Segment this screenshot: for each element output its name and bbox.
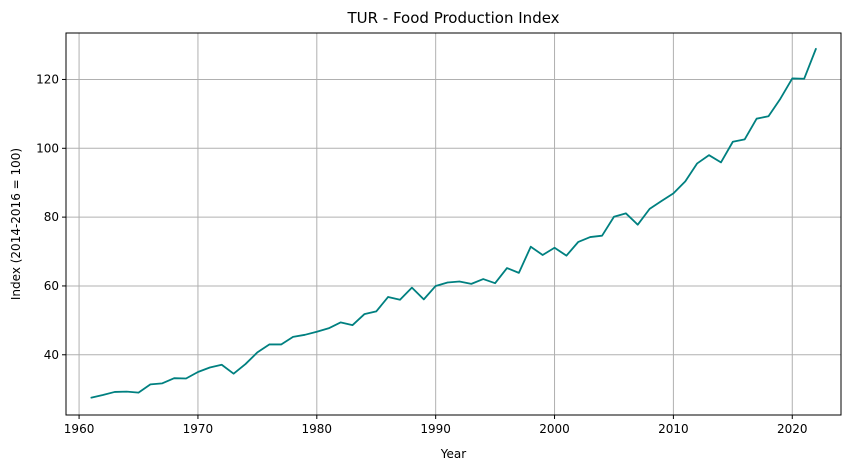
data-point <box>435 285 437 287</box>
data-point <box>185 377 187 380</box>
data-point <box>114 391 116 393</box>
data-point <box>815 47 817 50</box>
data-point <box>506 267 508 269</box>
data-point <box>292 336 294 338</box>
data-point <box>304 334 306 336</box>
data-point <box>232 373 235 375</box>
data-point <box>316 331 318 333</box>
y-axis-label: Index (2014-2016 = 100) <box>9 148 23 300</box>
data-point <box>613 216 615 218</box>
data-point <box>767 115 770 117</box>
data-point <box>708 154 710 156</box>
y-tick-label: 100 <box>36 141 59 155</box>
x-tick-label: 2010 <box>658 422 689 436</box>
data-point <box>423 298 425 300</box>
data-point <box>601 235 603 237</box>
data-point <box>553 247 556 249</box>
data-point <box>791 77 793 80</box>
data-point <box>637 224 639 226</box>
data-point <box>577 241 579 243</box>
ticks: 1960 1970 1980 1990 2000 2010 2020 40 60 80 100 120 <box>36 72 807 436</box>
x-tick-label: 1960 <box>64 422 95 436</box>
x-axis-label: Year <box>440 447 466 461</box>
data-point <box>732 141 734 143</box>
data-point <box>779 98 781 100</box>
data-point <box>470 283 472 285</box>
y-tick-label: 80 <box>44 210 59 224</box>
data-point <box>137 392 140 394</box>
chart-title: TUR - Food Production Index <box>346 9 559 27</box>
data-point <box>339 321 342 324</box>
data-point <box>375 310 377 313</box>
data-point <box>197 371 199 373</box>
data-point <box>399 299 401 301</box>
data-point <box>565 255 568 257</box>
data-point <box>542 254 544 256</box>
data-point <box>280 343 282 346</box>
data-point <box>720 161 722 163</box>
data-point <box>351 324 354 326</box>
grid <box>66 33 841 415</box>
data-point <box>126 390 128 393</box>
data-point <box>589 236 591 238</box>
data-point <box>244 363 247 365</box>
x-tick-label: 2020 <box>777 422 808 436</box>
data-point <box>387 296 389 298</box>
data-point <box>672 192 675 194</box>
data-point <box>173 377 175 379</box>
data-point <box>102 394 104 396</box>
data-point <box>209 366 211 369</box>
data-point <box>221 364 223 366</box>
data-point <box>684 180 686 182</box>
data-point <box>649 208 651 210</box>
plot-frame <box>65 32 842 416</box>
data-point <box>482 278 484 280</box>
data-point <box>256 351 258 353</box>
data-point <box>90 397 92 399</box>
x-tick-label: 2000 <box>539 422 570 436</box>
x-tick-label: 1990 <box>420 422 451 436</box>
data-point <box>161 382 163 384</box>
data-point <box>149 383 151 385</box>
data-point <box>411 287 413 289</box>
data-point <box>328 327 330 329</box>
data-point <box>494 282 496 284</box>
data-point <box>363 313 365 315</box>
data-point <box>696 162 698 165</box>
y-tick-label: 120 <box>36 72 59 86</box>
data-point <box>803 78 805 80</box>
data-point <box>756 118 758 120</box>
series-layer <box>90 47 817 399</box>
x-tick-label: 1970 <box>183 422 214 436</box>
data-point <box>744 138 746 140</box>
data-point <box>518 272 520 274</box>
y-tick-label: 60 <box>44 279 59 293</box>
y-tick-label: 40 <box>44 348 59 362</box>
x-tick-label: 1980 <box>302 422 333 436</box>
data-point <box>625 212 627 214</box>
data-point <box>268 343 270 346</box>
data-point <box>660 200 663 202</box>
series-line <box>90 48 817 399</box>
data-point <box>446 281 449 284</box>
data-point <box>458 280 461 283</box>
data-point <box>530 246 532 248</box>
